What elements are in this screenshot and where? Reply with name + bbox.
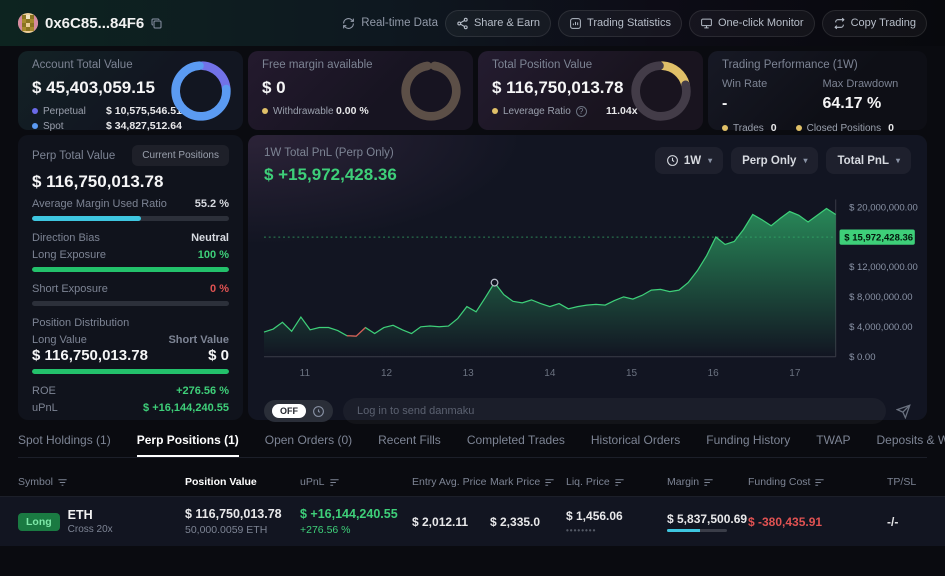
svg-text:$ 8,000,000.00: $ 8,000,000.00 bbox=[849, 292, 912, 303]
svg-text:11: 11 bbox=[300, 368, 311, 379]
svg-text:16: 16 bbox=[708, 368, 720, 379]
svg-text:$ 15,972,428.36: $ 15,972,428.36 bbox=[844, 232, 913, 243]
svg-text:14: 14 bbox=[544, 368, 556, 379]
svg-text:$ 12,000,000.00: $ 12,000,000.00 bbox=[849, 262, 918, 273]
svg-text:17: 17 bbox=[789, 368, 801, 379]
svg-text:$ 20,000,000.00: $ 20,000,000.00 bbox=[849, 202, 918, 213]
svg-text:15: 15 bbox=[626, 368, 638, 379]
svg-text:12: 12 bbox=[381, 368, 393, 379]
svg-text:13: 13 bbox=[463, 368, 475, 379]
svg-text:$ 4,000,000.00: $ 4,000,000.00 bbox=[849, 322, 912, 333]
svg-text:$ 0.00: $ 0.00 bbox=[849, 352, 875, 363]
